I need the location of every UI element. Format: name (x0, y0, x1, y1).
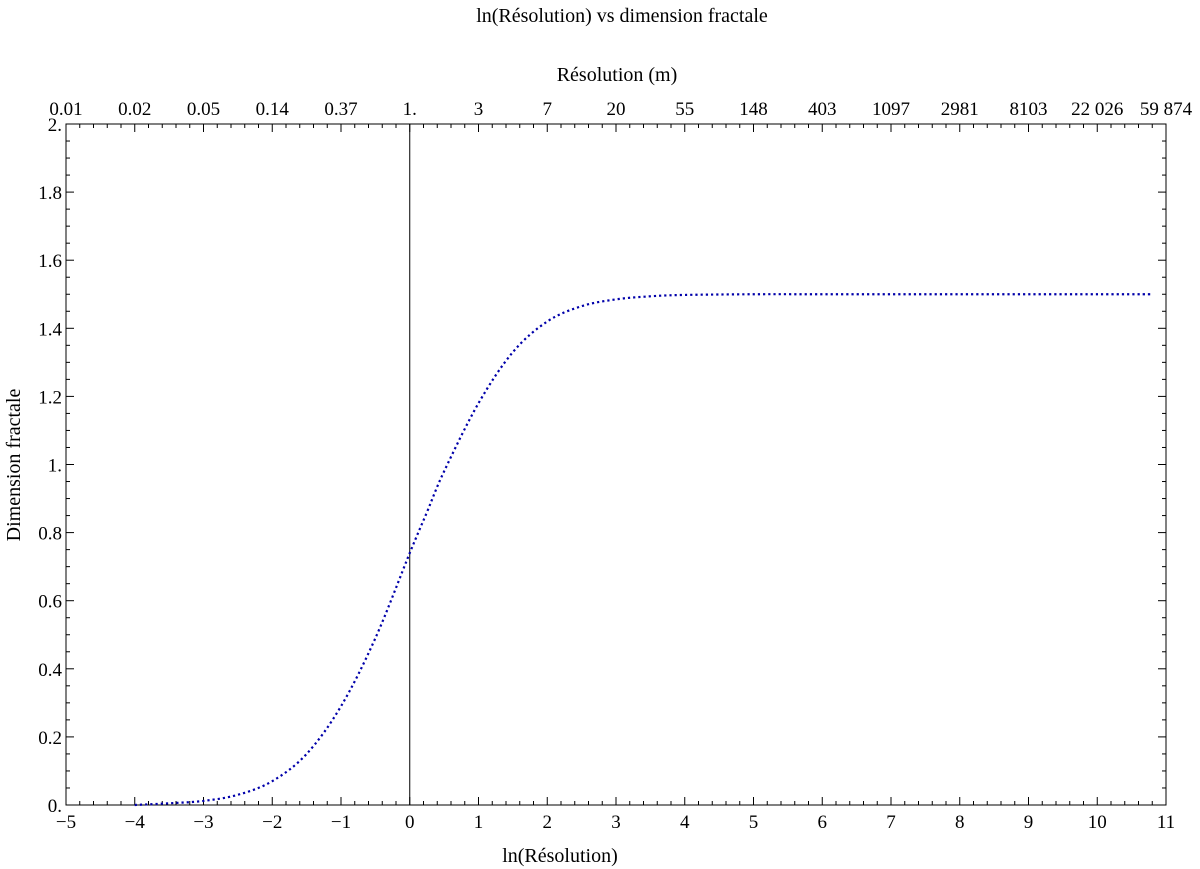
data-point (426, 511, 428, 513)
tick-marks (65, 123, 1167, 806)
data-point (512, 351, 514, 353)
x2-tick-label: 1. (403, 99, 417, 120)
data-point (959, 293, 961, 295)
data-point (615, 298, 617, 300)
y-tick-label: 1.6 (38, 251, 62, 272)
x2-tick-label: 0.05 (187, 99, 220, 120)
x2-tick-label: 2981 (941, 99, 979, 120)
x2-tick-label: 0.14 (256, 99, 290, 120)
data-point (1151, 293, 1153, 295)
plot-frame (65, 123, 1167, 806)
x2-tick-label: 7 (543, 99, 553, 120)
x2-tick-label: 55 (675, 99, 694, 120)
y-axis-title: Dimension fractale (3, 389, 25, 542)
x-tick-label: −4 (125, 812, 146, 833)
x2-tick-label: 8103 (1010, 99, 1048, 120)
x2-tick-label: 20 (607, 99, 626, 120)
x-tick-label: 6 (818, 812, 828, 833)
x-tick-label: 1 (474, 812, 484, 833)
x2-tick-label: 0.01 (49, 99, 82, 120)
y-tick-label: 1. (48, 456, 62, 477)
x-tick-label: 3 (611, 812, 621, 833)
y-tick-label: 0.2 (38, 728, 62, 749)
x-tick-label: −3 (193, 812, 213, 833)
y-tick-label: 1.8 (38, 183, 62, 204)
x-tick-label: 9 (1024, 812, 1034, 833)
x-tick-label: 4 (680, 812, 690, 833)
y-tick-label: 1.4 (38, 319, 62, 340)
x-tick-label: −5 (56, 812, 76, 833)
chart-title: ln(Résolution) vs dimension fractale (476, 5, 768, 27)
x2-tick-label: 403 (808, 99, 837, 120)
x-axis-title: ln(Résolution) (502, 845, 618, 867)
series-line (134, 293, 1153, 807)
x2-tick-label: 148 (739, 99, 768, 120)
y-tick-label: 0.6 (38, 592, 62, 613)
top-axis-title: Résolution (m) (557, 64, 678, 86)
data-point (546, 320, 548, 322)
tick-labels: −5 −4 −3 −2 −1 0 1 2 3 4 5 6 7 8 9 10 110.01 0.02 0.05 0.14… (38, 99, 1192, 833)
x-tick-label: −1 (331, 812, 351, 833)
x-tick-label: 0 (405, 812, 415, 833)
x2-tick-label: 22 026 (1071, 99, 1123, 120)
data-point (890, 293, 892, 295)
x2-tick-label: 1097 (872, 99, 910, 120)
x-tick-label: 7 (886, 812, 896, 833)
y-tick-label: 0.4 (38, 660, 62, 681)
data-points (134, 293, 1154, 806)
x-tick-label: 8 (955, 812, 965, 833)
x2-tick-label: 0.37 (324, 99, 357, 120)
x-tick-label: 10 (1088, 812, 1107, 833)
y-tick-label: 1.2 (38, 387, 62, 408)
x-tick-label: −2 (262, 812, 282, 833)
y-tick-label: 0.8 (38, 524, 62, 545)
x-tick-label: 2 (543, 812, 553, 833)
x2-tick-label: 3 (474, 99, 484, 120)
x-tick-label: 11 (1157, 812, 1175, 833)
y-tick-label: 0. (48, 796, 62, 817)
x-tick-label: 5 (749, 812, 759, 833)
y-tick-label: 2. (48, 115, 62, 136)
data-point (168, 802, 170, 804)
x2-tick-label: 0.02 (118, 99, 151, 120)
x2-tick-label: 59 874 (1140, 99, 1193, 120)
